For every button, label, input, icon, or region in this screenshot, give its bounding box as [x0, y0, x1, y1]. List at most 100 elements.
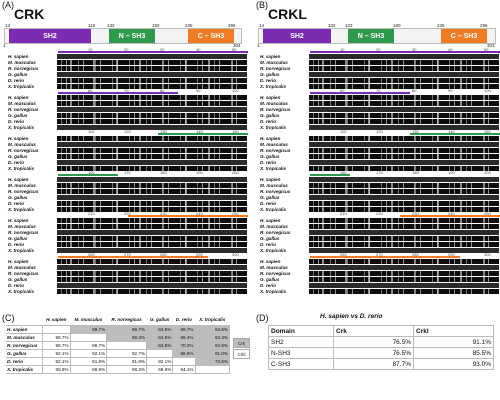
- domain-marker-line: [58, 51, 248, 53]
- identity-cell: 84.9%: [145, 325, 174, 334]
- alignment-block: H. sapien M. musculus R. norvegicus G. gall…: [8, 176, 247, 212]
- alignment-row: D. rerio: [8, 282, 247, 288]
- alignment-ruler-number: 290: [196, 252, 203, 257]
- pos-a-13: 13: [5, 23, 11, 28]
- alignment-row: M. musculus: [260, 59, 499, 65]
- species-label: D. rerio: [260, 118, 277, 124]
- sequence-bar: [57, 206, 247, 212]
- sequence-bar: [309, 53, 499, 59]
- alignment-ruler-number: 50: [484, 47, 489, 52]
- species-label: H. sapien: [8, 53, 29, 59]
- alignment-ruler-number: 240: [448, 211, 455, 216]
- alignment-row: X. tropicalis: [8, 83, 247, 89]
- sequence-bar: [309, 270, 499, 276]
- species-label: G. gallus: [260, 71, 280, 77]
- alignment-ruler-number: 260: [88, 252, 95, 257]
- species-label: R. norvegicus: [260, 65, 291, 71]
- sequence-bar: [57, 100, 247, 106]
- alignment-ruler-number: 40: [448, 47, 453, 52]
- sequence-bar: [57, 270, 247, 276]
- panel-d-letter: (D): [256, 313, 269, 323]
- alignment-ruler-number: 300: [484, 252, 491, 257]
- sequence-bar: [57, 59, 247, 65]
- species-label: M. musculus: [260, 141, 288, 147]
- pos-a-1: 1: [3, 43, 6, 48]
- sequence-bar: [309, 264, 499, 270]
- alignment-ruler-number: 170: [376, 170, 383, 175]
- identity-cell: 92.7%: [106, 349, 147, 358]
- species-label: H. sapien: [260, 135, 281, 141]
- identity-row-label: M. musculus: [6, 333, 43, 342]
- species-label: X. tropicalis: [8, 288, 35, 294]
- alignment-ruler-number: 270: [376, 252, 383, 257]
- sequence-bar: [309, 112, 499, 118]
- identity-cell: 73.6%: [194, 357, 230, 366]
- species-label: G. gallus: [8, 112, 28, 118]
- alignment-row: R. norvegicus: [260, 65, 499, 71]
- sequence-bar: [57, 71, 247, 77]
- species-label: R. norvegicus: [260, 270, 291, 276]
- alignment-block: H. sapien M. musculus R. norvegicus G. gall…: [260, 258, 499, 294]
- species-label: H. sapien: [260, 176, 281, 182]
- identity-cell: 70.0%: [172, 341, 196, 350]
- identity-cell: 84.9%: [194, 341, 230, 350]
- crkl-sh2-domain: SH2: [263, 29, 331, 43]
- panel-c-letter: (C): [2, 313, 15, 323]
- alignment-row: D. rerio: [260, 118, 499, 124]
- domain-marker-line: [310, 256, 460, 258]
- alignment-row: X. tropicalis: [8, 288, 247, 294]
- table-row: H. sapien 99.7% 99.7% 84.9% 69.7% 84.6%: [6, 325, 230, 334]
- identity-cell: 99.7%: [69, 325, 108, 334]
- species-label: G. gallus: [260, 112, 280, 118]
- alignment-row: G. gallus: [8, 276, 247, 282]
- sequence-bar: [309, 188, 499, 194]
- alignment-row: D. rerio: [8, 159, 247, 165]
- alignment-row: H. sapien: [8, 258, 247, 264]
- sequence-bar: [309, 147, 499, 153]
- pos-a-192: 192: [152, 23, 160, 28]
- alignment-row: D. rerio: [260, 77, 499, 83]
- alignment-ruler-number: 20: [124, 47, 129, 52]
- species-label: H. sapien: [260, 53, 281, 59]
- domain-marker-line: [310, 92, 410, 94]
- alignment-ruler-number: 220: [376, 211, 383, 216]
- alignment-row: X. tropicalis: [260, 288, 499, 294]
- sequence-bar: [309, 100, 499, 106]
- sequence-bar: [57, 153, 247, 159]
- alignment-row: G. gallus: [260, 71, 499, 77]
- alignment-row: D. rerio: [8, 77, 247, 83]
- species-label: G. gallus: [8, 71, 28, 77]
- pos-a-235: 235: [185, 23, 193, 28]
- identity-cell: 68.9%: [42, 365, 71, 374]
- alignment-ruler-number: 280: [160, 252, 167, 257]
- sequence-bar: [309, 282, 499, 288]
- species-label: M. musculus: [8, 59, 36, 65]
- sequence-bar: [57, 165, 247, 171]
- species-label: X. tropicalis: [8, 165, 35, 171]
- sequence-bar: [309, 235, 499, 241]
- sequence-bar: [309, 153, 499, 159]
- alignment-row: H. sapien: [260, 258, 499, 264]
- alignment-row: M. musculus: [8, 100, 247, 106]
- alignment-row: G. gallus: [8, 153, 247, 159]
- identity-cell: [69, 333, 108, 342]
- species-label: G. gallus: [260, 153, 280, 159]
- identity-cell: 92.1%: [69, 349, 108, 358]
- alignment-ruler-number: 190: [448, 170, 455, 175]
- identity-cell: [194, 365, 230, 374]
- alignment-row: M. musculus: [8, 182, 247, 188]
- species-label: D. rerio: [8, 159, 25, 165]
- alignment-ruler-number: 200: [232, 170, 239, 175]
- identity-cell: 81.0%: [194, 349, 230, 358]
- alignment-ruler-number: 240: [196, 211, 203, 216]
- alignment-ruler-number: 230: [412, 211, 419, 216]
- table-row: G. gallus 92.1% 92.1% 92.7% 66.6% 81.0%: [6, 349, 230, 358]
- species-label: R. norvegicus: [8, 147, 39, 153]
- domain-marker-line: [310, 174, 350, 176]
- domain-col-header: Domain: [268, 325, 334, 337]
- species-label: R. norvegicus: [260, 229, 291, 235]
- sequence-bar: [309, 83, 499, 89]
- crk-identity: 76.5%: [333, 336, 414, 348]
- alignment-row: G. gallus: [8, 235, 247, 241]
- pos-b-180: 180: [393, 23, 401, 28]
